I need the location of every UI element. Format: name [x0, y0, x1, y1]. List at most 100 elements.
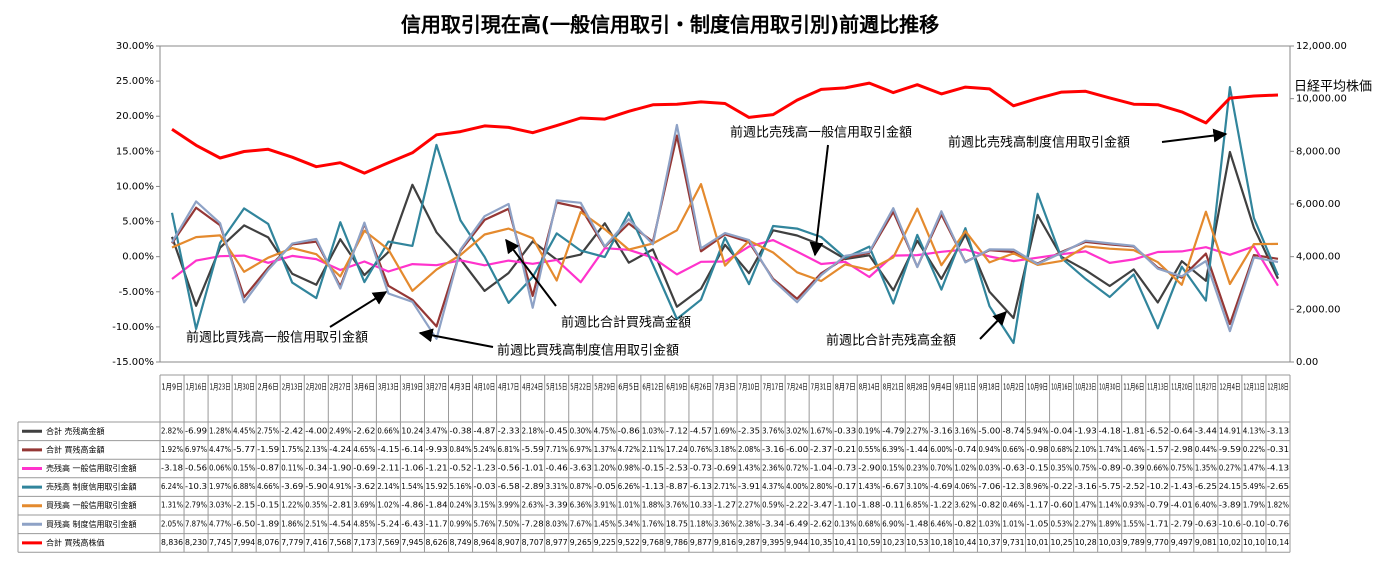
table-cell: -0.98 [1027, 445, 1049, 454]
table-cell: -0.21 [834, 445, 856, 454]
table-cell: -4.13 [1267, 464, 1289, 473]
table-cell: -0.56 [185, 464, 207, 473]
table-cell: -0.22 [1051, 482, 1073, 491]
table-cell: -2.62 [353, 426, 375, 435]
table-cell: 0.87% [570, 482, 592, 491]
annotation-arrow [505, 238, 557, 307]
table-cell: 6.40% [1195, 501, 1217, 510]
x-tick-label: 1月30日 [234, 383, 255, 392]
table-cell: 2.75% [257, 426, 279, 435]
table-cell: 7.50% [498, 519, 520, 528]
table-cell: 4.47% [209, 445, 231, 454]
table-cell: -2.52 [1123, 482, 1145, 491]
table-cell: 0.75% [1171, 464, 1193, 473]
table-cell: 1.43% [738, 464, 760, 473]
table-cell: -0.89 [1099, 464, 1121, 473]
table-cell: 6.88% [233, 482, 255, 491]
table-cell: -5.00 [978, 426, 1000, 435]
x-tick-label: 9月11日 [955, 383, 976, 392]
table-cell: -5.75 [1099, 482, 1121, 491]
table-cell: 0.24% [450, 501, 472, 510]
table-cell: -2.42 [281, 426, 303, 435]
table-cell: -0.86 [618, 426, 640, 435]
x-tick-label: 1月16日 [186, 383, 207, 392]
table-cell: -4.00 [305, 426, 327, 435]
x-tick-label: 4月17日 [498, 383, 519, 392]
table-cell: 8,907 [498, 538, 520, 547]
table-cell: 7.67% [570, 519, 592, 528]
table-cell: 0.66% [1147, 464, 1169, 473]
table-cell: -5.24 [377, 519, 399, 528]
table-cell: -5.59 [522, 445, 544, 454]
table-cell: 7,994 [233, 538, 255, 547]
legend-label: 買残高 一般信用取引金額 [46, 500, 137, 510]
table-cell: -3.89 [1219, 501, 1241, 510]
table-cell: 2.80% [810, 482, 832, 491]
table-cell: 6.90% [882, 519, 904, 528]
table-cell: 3.99% [498, 501, 520, 510]
table-cell: -0.87 [257, 464, 279, 473]
table-cell: 15.92 [425, 482, 447, 491]
table-cell: -8.74 [1002, 426, 1024, 435]
annotation-arrow [809, 144, 829, 257]
table-cell: -6.49 [786, 519, 808, 528]
table-cell: -2.22 [786, 501, 808, 510]
table-cell: 8.03% [546, 519, 568, 528]
table-cell: -3.16 [1075, 482, 1097, 491]
table-cell: 6.81% [498, 445, 520, 454]
table-cell: -0.73 [834, 464, 856, 473]
table-cell: 6.39% [882, 445, 904, 454]
table-cell: 7,416 [305, 538, 327, 547]
table-cell: 3.31% [546, 482, 568, 491]
table-cell: 9,225 [594, 538, 616, 547]
table-cell: 2.38% [738, 519, 760, 528]
table-cell: -7.28 [522, 519, 544, 528]
table-cell: -0.76 [1267, 519, 1289, 528]
table-cell: 9,789 [1123, 538, 1145, 547]
table-cell: 0.27% [1219, 464, 1241, 473]
table-cell: -6.13 [690, 482, 712, 491]
table-cell: -0.31 [1267, 445, 1289, 454]
table-cell: -0.73 [690, 464, 712, 473]
table-cell: 9,877 [690, 538, 712, 547]
table-cell: -4.24 [329, 445, 351, 454]
table-cell: 14.91 [1219, 426, 1241, 435]
legend-label: 合計 買残高株価 [46, 537, 105, 547]
table-cell: 1.69% [714, 426, 736, 435]
table-cell: 10.24 [401, 426, 423, 435]
table-cell: 1.89% [1099, 519, 1121, 528]
table-cell: 1.75% [281, 445, 303, 454]
y-tick-label: 20.00% [116, 111, 154, 122]
x-tick-label: 11月13日 [1147, 383, 1168, 392]
table-cell: -0.15 [257, 501, 279, 510]
table-cell: 5.94% [1027, 426, 1049, 435]
table-cell: 10,23 [882, 538, 904, 547]
table-cell: 6.85% [906, 501, 928, 510]
table-cell: 17.24 [666, 445, 688, 454]
table-cell: 6.24% [161, 482, 183, 491]
table-cell: -2.53 [666, 464, 688, 473]
table-cell: -4.79 [882, 426, 904, 435]
x-tick-label: 4月3日 [450, 383, 471, 392]
x-tick-label: 9月4日 [931, 383, 952, 392]
table-cell: 7,945 [401, 538, 423, 547]
table-cell: 1.18% [690, 519, 712, 528]
y2-tick-label: 10,000.00 [1296, 94, 1347, 105]
table-cell: 1.86% [281, 519, 303, 528]
table-cell: -2.35 [738, 426, 760, 435]
table-cell: -0.79 [1147, 501, 1169, 510]
legend-label: 買残高 制度信用取引金額 [46, 519, 137, 529]
annotation-arrow [1161, 128, 1228, 143]
table-cell: -4.87 [474, 426, 496, 435]
table-cell: 1.82% [1267, 501, 1289, 510]
legend-label: 売残高 制度信用取引金額 [46, 482, 137, 492]
table-cell: 5.49% [1243, 482, 1265, 491]
table-cell: 10,18 [930, 538, 952, 547]
annotation: 前週比合計売残高金額 [826, 333, 956, 349]
series-line [170, 86, 1280, 345]
table-cell: -11.7 [425, 519, 447, 528]
legend-label: 合計 売残高金額 [46, 426, 105, 436]
table-cell: -1.81 [1123, 426, 1145, 435]
table-cell: -0.34 [305, 464, 327, 473]
x-tick-label: 10月2日 [1003, 383, 1024, 392]
